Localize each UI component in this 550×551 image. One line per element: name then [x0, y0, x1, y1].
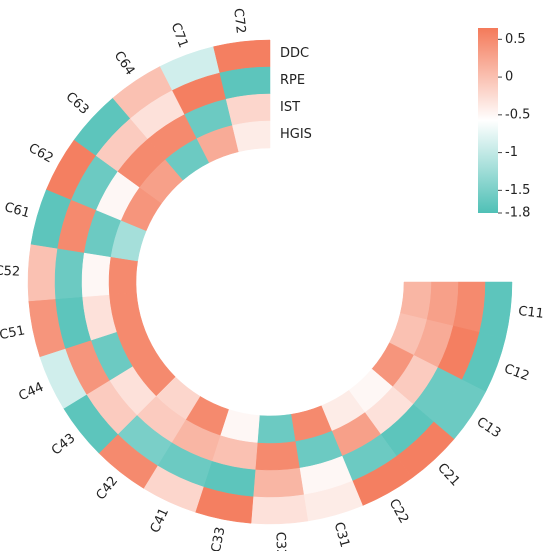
category-label: C32 — [272, 532, 288, 551]
heat-cell — [399, 281, 432, 320]
heat-cell — [225, 93, 271, 126]
category-label: C63 — [63, 89, 92, 117]
category-label: C61 — [3, 200, 32, 221]
colorbar-tick-label: -1.5 — [505, 183, 530, 198]
heat-cell — [250, 494, 309, 525]
colorbar-tick-label: 0 — [505, 70, 513, 85]
heat-cell — [232, 120, 271, 153]
colorbar-tick-label: -0.5 — [505, 107, 530, 122]
heat-cell — [54, 248, 85, 300]
ring-label: HGIS — [280, 127, 312, 142]
category-label: C21 — [434, 460, 462, 489]
category-label: C71 — [168, 21, 191, 50]
colorbar-tick-label: -1.8 — [505, 206, 530, 221]
category-label: C13 — [474, 415, 504, 442]
heat-cell — [27, 243, 58, 302]
category-label: C52 — [0, 264, 20, 280]
category-label: C72 — [230, 7, 248, 34]
ring-label: IST — [280, 100, 300, 115]
heat-cell — [108, 256, 138, 295]
category-label: C22 — [386, 496, 412, 526]
heat-cell — [81, 252, 112, 298]
category-label: C64 — [111, 49, 138, 79]
heat-cell — [257, 414, 296, 444]
colorbar — [478, 28, 498, 213]
category-label: C43 — [49, 431, 78, 459]
category-label: C12 — [502, 361, 531, 384]
ring-label: RPE — [280, 73, 305, 88]
category-label: C31 — [331, 521, 352, 550]
category-label: C11 — [517, 304, 544, 322]
colorbar-tick-label: -1 — [505, 145, 518, 160]
heat-cell — [252, 467, 304, 498]
category-label: C51 — [0, 323, 26, 343]
heat-cell — [426, 281, 459, 327]
category-label: C44 — [17, 380, 47, 404]
category-label: C33 — [209, 526, 229, 551]
category-label: C62 — [26, 141, 56, 167]
colorbar-tick-label: 0.5 — [505, 32, 526, 47]
heat-cell — [254, 440, 300, 471]
category-label: C42 — [93, 474, 121, 503]
category-label: C41 — [148, 506, 172, 536]
ring-label: DDC — [280, 46, 309, 61]
